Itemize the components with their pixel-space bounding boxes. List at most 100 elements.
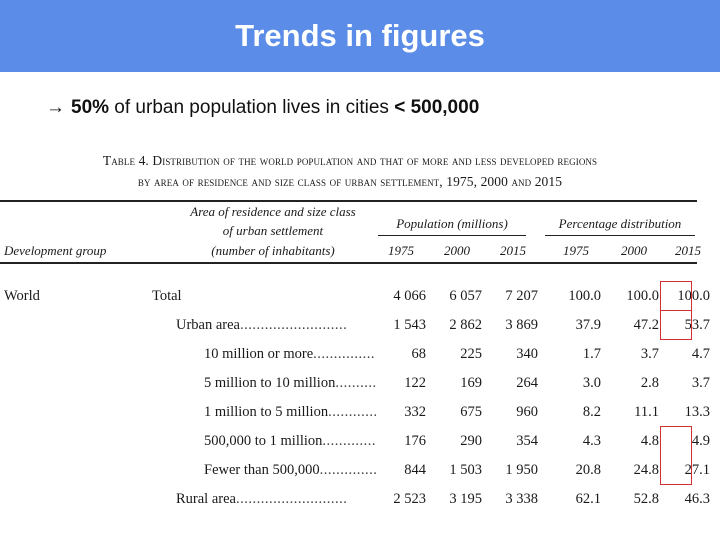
row-label: Fewer than 500,000................ <box>204 462 376 479</box>
table-cell: 332 <box>404 404 426 420</box>
table-cell: 1 543 <box>393 317 426 333</box>
table-cell: 225 <box>460 346 482 362</box>
table-cell: 4.9 <box>691 433 710 449</box>
row-label: Total <box>152 288 182 305</box>
row-label: Urban area..............................… <box>176 317 348 334</box>
table-cell: 4 066 <box>393 288 426 304</box>
table-cell: 354 <box>516 433 538 449</box>
group-name-world: World <box>4 288 40 304</box>
table-cell: 3 869 <box>505 317 538 333</box>
bullet-point: → 50% of urban population lives in cities… <box>46 97 479 119</box>
table-cell: 2 523 <box>393 491 426 507</box>
table-cell: 62.1 <box>575 491 601 507</box>
table-cell: 3.7 <box>691 375 710 391</box>
row-label: 5 million to 10 million.......... <box>204 375 376 392</box>
table-cell: 46.3 <box>684 491 710 507</box>
year-header: 2000 <box>621 243 647 258</box>
table-cell: 7 207 <box>505 288 538 304</box>
table-cell: 47.2 <box>633 317 659 333</box>
table-cell: 4.3 <box>582 433 601 449</box>
development-group-header: Development group <box>4 243 107 258</box>
highlight-box-urban <box>660 310 692 340</box>
table-caption-line1: Table 4. Distribution of the world popul… <box>102 153 598 168</box>
row-leader-dots: ........................................ <box>240 317 348 333</box>
table-cell: 24.8 <box>633 462 659 478</box>
row-label-text: 10 million or more <box>204 346 314 362</box>
table-cell: 6 057 <box>449 288 482 304</box>
row-leader-dots: ................... <box>313 346 376 362</box>
row-label-text: Urban area <box>176 317 240 333</box>
table-cell: 53.7 <box>684 317 710 333</box>
table-cell: 8.2 <box>582 404 601 420</box>
area-header-line2: of urban settlement <box>222 223 324 238</box>
table-cell: 2.8 <box>640 375 659 391</box>
table-cell: 3.0 <box>582 375 601 391</box>
table-cell: 100.0 <box>677 288 710 304</box>
highlight-box-total <box>660 281 692 311</box>
row-label: Rural area..............................… <box>176 491 348 508</box>
table-cell: 844 <box>404 462 426 478</box>
table-cell: 100.0 <box>568 288 601 304</box>
area-header-line1: Area of residence and size class <box>190 204 356 219</box>
table-cell: 2 862 <box>449 317 482 333</box>
row-leader-dots: ................ <box>319 462 376 478</box>
row-leader-dots: .......... <box>335 375 376 391</box>
header-bottom-rule <box>0 262 697 264</box>
arrow-right-icon: → <box>46 97 65 118</box>
year-header: 2015 <box>675 243 701 258</box>
row-label-text: Fewer than 500,000 <box>204 462 320 478</box>
table-caption-line2: by area of residence and size class of u… <box>137 174 563 189</box>
percentage-group-header: Percentage distribution <box>558 216 682 231</box>
table-cell: 52.8 <box>633 491 659 507</box>
table-cell: 169 <box>460 375 482 391</box>
row-label: 1 million to 5 million.............. <box>204 404 376 421</box>
year-header: 2015 <box>500 243 526 258</box>
table-cell: 1 503 <box>449 462 482 478</box>
population-group-rule <box>378 235 526 236</box>
table-cell: 264 <box>516 375 538 391</box>
slide-title: Trends in figures <box>235 18 485 53</box>
area-header-line3: (number of inhabitants) <box>211 243 335 258</box>
table-cell: 176 <box>404 433 426 449</box>
row-label-text: 1 million to 5 million <box>204 404 329 420</box>
row-label-text: Total <box>152 288 182 304</box>
year-header: 1975 <box>388 243 414 258</box>
bullet-text: of urban population lives in cities <box>109 97 395 118</box>
table-cell: 960 <box>516 404 538 420</box>
row-label-text: 500,000 to 1 million <box>204 433 323 449</box>
table-cell: 100.0 <box>626 288 659 304</box>
highlight-box-small-cities <box>660 426 692 485</box>
table-cell: 11.1 <box>634 404 659 420</box>
table-cell: 37.9 <box>575 317 601 333</box>
table-cell: 13.3 <box>684 404 710 420</box>
table-cell: 675 <box>460 404 482 420</box>
table-cell: 68 <box>411 346 427 362</box>
table-cell: 1.7 <box>582 346 601 362</box>
row-label: 10 million or more................... <box>204 346 376 363</box>
table-cell: 27.1 <box>684 462 710 478</box>
table-cell: 122 <box>404 375 426 391</box>
table-cell: 3 195 <box>449 491 482 507</box>
year-header: 1975 <box>563 243 589 258</box>
year-header: 2000 <box>444 243 470 258</box>
table-cell: 340 <box>516 346 538 362</box>
row-label-text: 5 million to 10 million <box>204 375 336 391</box>
population-table: Table 4. Distribution of the world popul… <box>0 140 720 540</box>
row-leader-dots: ............... <box>322 433 376 449</box>
row-leader-dots: ........................................ <box>235 491 348 507</box>
table-cell: 3 338 <box>505 491 538 507</box>
percentage-group-rule <box>545 235 695 236</box>
table-cell: 1 950 <box>505 462 538 478</box>
table-cell: 20.8 <box>575 462 601 478</box>
row-leader-dots: .............. <box>328 404 376 420</box>
table-cell: 4.8 <box>640 433 659 449</box>
bullet-bold-percent: 50% <box>71 97 110 118</box>
table-cell: 3.7 <box>640 346 659 362</box>
row-label: 500,000 to 1 million............... <box>204 433 376 450</box>
table-cell: 290 <box>460 433 482 449</box>
title-bar: Trends in figures <box>0 0 720 72</box>
table-cell: 4.7 <box>691 346 710 362</box>
table-top-rule <box>0 200 697 202</box>
population-group-header: Population (millions) <box>396 216 508 231</box>
row-label-text: Rural area <box>176 491 236 507</box>
